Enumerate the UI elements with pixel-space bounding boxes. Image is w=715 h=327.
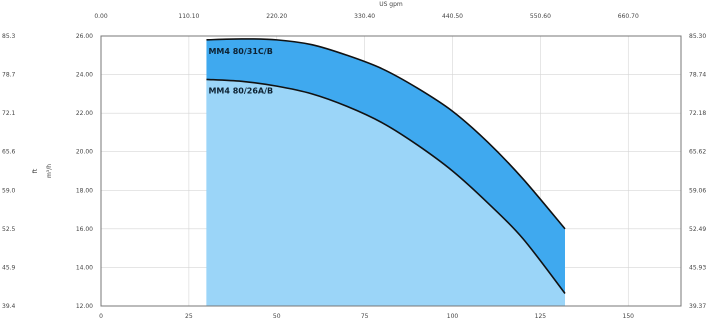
y-right-tick-label: 78.74 bbox=[689, 72, 706, 79]
series-area bbox=[206, 79, 565, 306]
x-bottom-tick-label: 0 bbox=[99, 313, 103, 320]
x-bottom-tick-label: 125 bbox=[535, 313, 547, 320]
series-areas bbox=[206, 38, 565, 306]
y-left-tick-label: 12.00 bbox=[76, 303, 93, 310]
x-bottom-tick-label: 50 bbox=[273, 313, 281, 320]
y-left-tick-label: 18.00 bbox=[76, 187, 93, 194]
y-right-tick-label: 59.06 bbox=[689, 187, 706, 194]
series-line bbox=[206, 38, 566, 230]
series-label: MM4 80/31C/B bbox=[208, 47, 272, 56]
y-right-tick-label: 52.49 bbox=[689, 226, 706, 233]
x-bottom-tick-label: 75 bbox=[361, 313, 369, 320]
left-axis-title: m³/h bbox=[46, 164, 53, 178]
y-left-tick-label: 16.00 bbox=[76, 226, 93, 233]
y-left-outer-tick-label: 45.9 bbox=[2, 264, 16, 271]
y-left-outer-tick-label: 59.0 bbox=[2, 187, 16, 194]
y-left-outer-tick-label: 78.7 bbox=[2, 72, 16, 79]
x-top-tick-label: 220.20 bbox=[266, 13, 287, 20]
y-right-tick-label: 65.62 bbox=[689, 149, 706, 156]
series-lines bbox=[206, 38, 566, 294]
y-left-tick-label: 22.00 bbox=[76, 110, 93, 117]
x-bottom-tick-label: 150 bbox=[623, 313, 635, 320]
left-axis-title-outer: ft bbox=[32, 168, 39, 173]
x-top-tick-label: 0.00 bbox=[94, 13, 108, 20]
x-bottom-tick-label: 100 bbox=[447, 313, 459, 320]
top-axis-title: US gpm bbox=[379, 1, 403, 8]
y-left-outer-tick-label: 72.1 bbox=[2, 110, 16, 117]
y-left-tick-label: 24.00 bbox=[76, 72, 93, 79]
series-labels: MM4 80/31C/B MM4 80/26A/B bbox=[208, 47, 273, 96]
y-left-tick-label: 26.00 bbox=[76, 33, 93, 40]
y-left-outer-tick-label: 85.3 bbox=[2, 33, 16, 40]
x-top-tick-label: 330.40 bbox=[354, 13, 375, 20]
x-top-tick-label: 550.60 bbox=[530, 13, 551, 20]
series-label: MM4 80/26A/B bbox=[208, 86, 273, 95]
tick-labels: 12.00 39.4 39.37 14.00 45.9 45.93 16.00 52.5 52.… bbox=[2, 13, 706, 320]
y-left-outer-tick-label: 52.5 bbox=[2, 226, 16, 233]
y-right-tick-label: 72.18 bbox=[689, 110, 706, 117]
y-left-outer-tick-label: 39.4 bbox=[2, 303, 16, 310]
y-left-tick-label: 20.00 bbox=[76, 149, 93, 156]
x-top-tick-label: 660.70 bbox=[618, 13, 639, 20]
y-right-tick-label: 45.93 bbox=[689, 264, 706, 271]
y-right-tick-label: 39.37 bbox=[689, 303, 706, 310]
y-left-tick-label: 14.00 bbox=[76, 264, 93, 271]
plot-frame bbox=[100, 35, 682, 307]
x-bottom-tick-label: 25 bbox=[185, 313, 193, 320]
series-line bbox=[206, 78, 566, 294]
y-right-tick-label: 85.30 bbox=[689, 33, 706, 40]
x-top-tick-label: 440.50 bbox=[442, 13, 463, 20]
x-top-tick-label: 110.10 bbox=[178, 13, 199, 20]
y-left-outer-tick-label: 65.6 bbox=[2, 149, 16, 156]
